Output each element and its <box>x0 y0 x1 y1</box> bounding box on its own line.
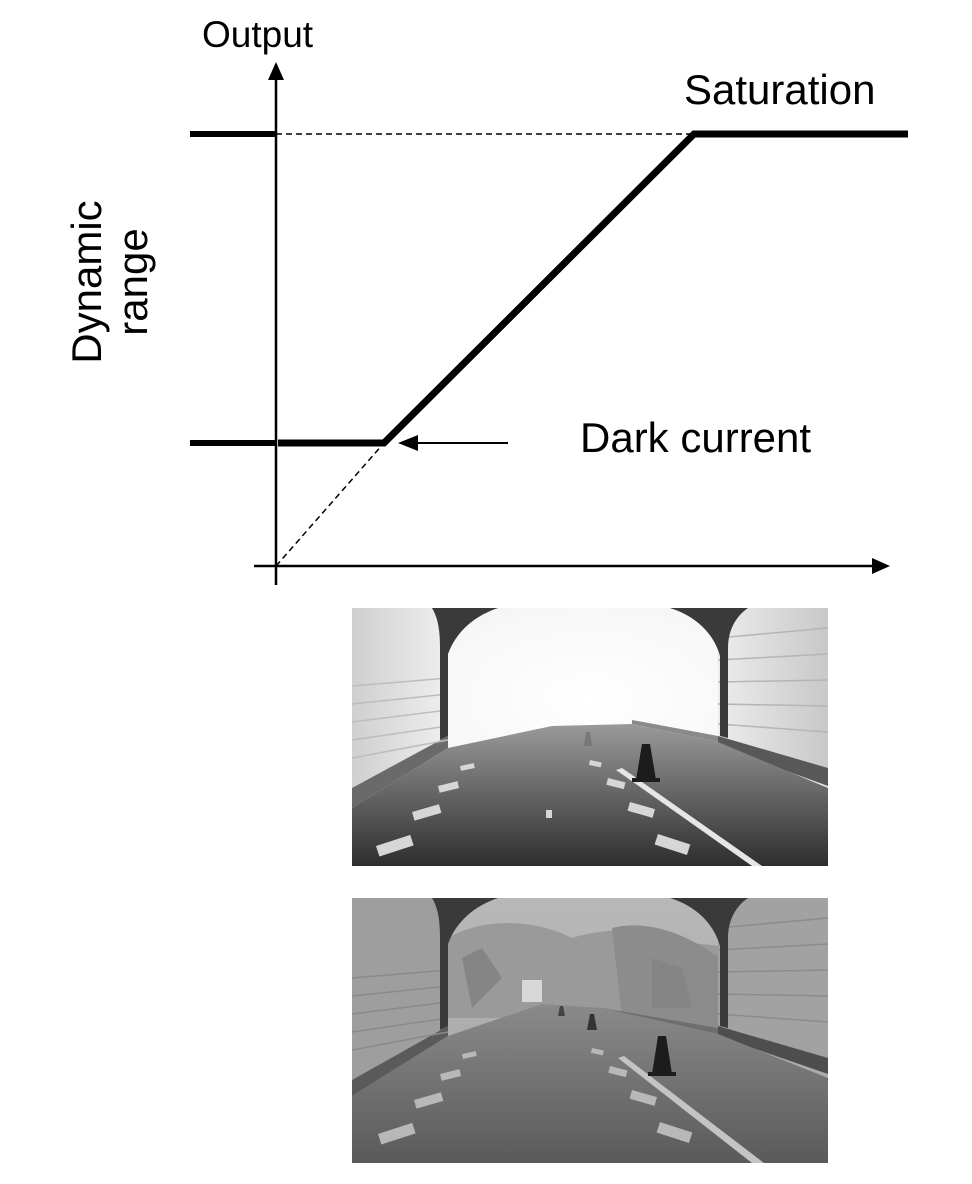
sensor-response-curve <box>278 134 908 443</box>
y-axis-arrowhead <box>268 62 284 80</box>
tunnel-photo-overexposed <box>352 608 828 866</box>
dark-current-pointer-arrowhead <box>398 435 418 451</box>
saturation-label: Saturation <box>684 66 875 114</box>
dark-current-dashed-extension <box>276 443 384 566</box>
dynamic-range-label: Dynamic range <box>64 132 156 432</box>
dark-current-label: Dark current <box>580 414 811 462</box>
y-axis-label: Output <box>202 14 313 56</box>
x-axis-arrowhead <box>872 558 890 574</box>
dynamic-range-label-line2: range <box>110 132 156 432</box>
dynamic-range-label-line1: Dynamic <box>64 132 110 432</box>
tunnel-photo-balanced <box>352 898 828 1163</box>
